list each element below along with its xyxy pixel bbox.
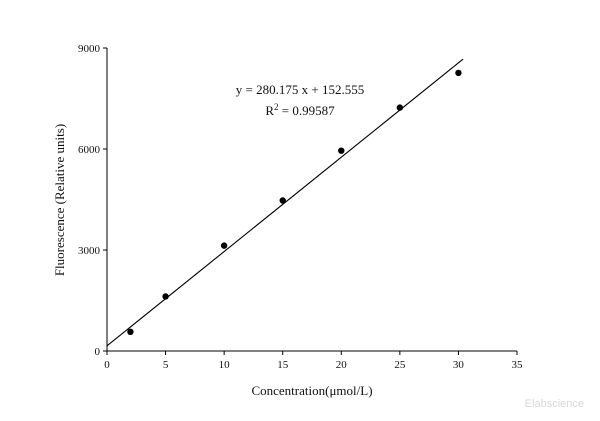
y-tick-label: 0 [95, 346, 101, 358]
r-squared-symbol: R [265, 103, 274, 118]
x-tick-label: 25 [394, 359, 406, 371]
x-tick-label: 5 [163, 359, 169, 371]
data-points [127, 69, 462, 336]
data-point [127, 328, 134, 336]
y-tick-label: 6000 [78, 144, 101, 156]
y-axis-title: Fluorescence (Relative units) [52, 124, 67, 276]
watermark: Elabscience [525, 398, 584, 410]
data-point [455, 69, 462, 77]
data-point [162, 293, 169, 300]
data-point [338, 147, 345, 154]
equation-label: y = 280.175 x + 152.555 [236, 82, 364, 97]
x-axis-title: Concentration(μmol/L) [251, 383, 372, 398]
x-tick-label: 20 [336, 359, 348, 371]
data-point [396, 104, 404, 111]
data-point [279, 197, 286, 204]
ticks: 0 5 10 15 20 25 30 35 0 3000 6000 9000 [78, 43, 523, 371]
x-tick-label: 0 [104, 359, 110, 371]
r-squared-label: R2 = 0.99587 [265, 102, 335, 118]
y-tick-label: 3000 [78, 245, 101, 257]
x-tick-label: 30 [453, 359, 465, 371]
data-point [220, 242, 228, 249]
x-tick-label: 10 [219, 359, 231, 371]
r-squared-value: = 0.99587 [279, 103, 336, 118]
r-squared-superscript: 2 [274, 102, 279, 112]
x-tick-label: 35 [512, 359, 524, 371]
y-tick-label: 9000 [78, 43, 101, 55]
axes [106, 48, 517, 352]
x-tick-label: 15 [277, 359, 289, 371]
